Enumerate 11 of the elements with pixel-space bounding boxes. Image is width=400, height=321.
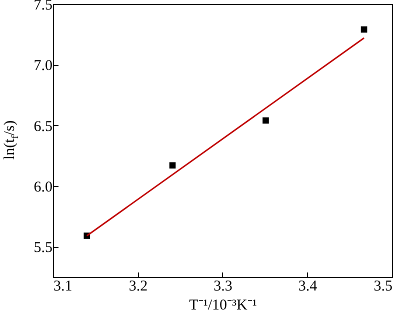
x-tick-label: 3.3 xyxy=(214,278,232,294)
y-tick-label: 5.5 xyxy=(34,240,52,256)
x-tick-label: 3.1 xyxy=(54,278,72,294)
x-tick-label: 3.2 xyxy=(128,278,148,294)
x-tick-label: 3.5 xyxy=(374,278,392,294)
y-tick-label: 7.0 xyxy=(34,58,52,74)
x-tick-label: 3.4 xyxy=(298,278,318,294)
x-axis-title: T⁻¹/10⁻³K⁻¹ xyxy=(189,298,257,314)
y-tick-label: 7.5 xyxy=(34,0,52,14)
y-tick-label: 6.0 xyxy=(34,180,52,196)
y-tick-label: 6.5 xyxy=(34,118,52,135)
